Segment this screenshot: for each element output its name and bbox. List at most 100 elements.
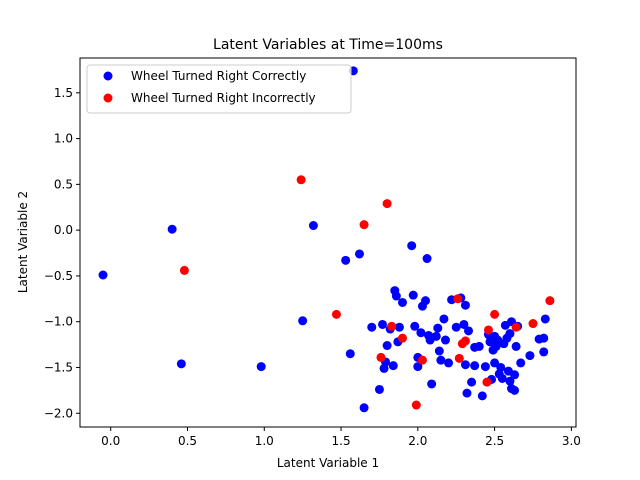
legend-label-incorrect: Wheel Turned Right Incorrectly: [131, 91, 316, 105]
chart-title: Latent Variables at Time=100ms: [213, 37, 443, 53]
point-correct-31: [421, 296, 431, 306]
point-correct-2: [176, 359, 186, 369]
point-incorrect-2: [331, 309, 341, 319]
point-correct-73: [505, 376, 515, 386]
legend: Wheel Turned Right Correctly Wheel Turne…: [86, 64, 352, 114]
point-correct-36: [431, 331, 441, 341]
point-correct-41: [440, 335, 450, 345]
point-correct-37: [433, 323, 443, 333]
plot-frame: [79, 57, 577, 428]
point-correct-46: [459, 319, 469, 329]
y-tick-label-6: −1.5: [44, 360, 73, 374]
point-correct-39: [436, 355, 446, 365]
points-layer: [98, 66, 555, 413]
point-incorrect-18: [528, 319, 538, 329]
point-correct-85: [540, 314, 550, 324]
point-correct-3: [256, 362, 266, 372]
point-correct-42: [444, 358, 454, 368]
point-correct-28: [413, 362, 423, 372]
x-tick-label-3: 1.5: [332, 434, 351, 448]
point-correct-10: [359, 403, 369, 413]
point-correct-11: [367, 322, 377, 332]
point-correct-29: [416, 328, 426, 338]
point-correct-53: [470, 361, 480, 371]
y-tick-label-7: −2.0: [44, 406, 73, 420]
point-correct-16: [382, 341, 392, 351]
y-tick-label-5: −1.0: [44, 315, 73, 329]
x-tick-label-6: 3.0: [562, 434, 581, 448]
point-incorrect-3: [359, 220, 369, 230]
y-axis-ticks: 1.5 1.0 0.5 0.0 −0.5 −1.0 −1.5 −2.0: [44, 86, 80, 420]
point-correct-23: [397, 297, 407, 307]
point-correct-54: [474, 341, 484, 351]
point-incorrect-13: [460, 336, 470, 346]
point-correct-25: [408, 290, 418, 300]
legend-label-correct: Wheel Turned Right Correctly: [131, 69, 306, 83]
point-correct-77: [510, 370, 520, 380]
point-correct-78: [511, 341, 521, 351]
point-correct-7: [345, 349, 355, 359]
y-tick-label-0: 1.5: [54, 86, 73, 100]
point-correct-5: [308, 221, 318, 231]
point-correct-18: [388, 361, 398, 371]
point-incorrect-4: [376, 352, 386, 362]
point-correct-66: [496, 362, 506, 372]
point-incorrect-10: [453, 294, 463, 304]
point-correct-48: [460, 360, 470, 370]
point-correct-51: [467, 377, 477, 387]
x-tick-label-1: 0.5: [178, 434, 197, 448]
x-axis-ticks: 0.0 0.5 1.0 1.5 2.0 2.5 3.0: [101, 427, 581, 448]
x-tick-label-5: 2.5: [485, 434, 504, 448]
point-correct-32: [422, 254, 432, 264]
x-tick-label-0: 0.0: [101, 434, 120, 448]
legend-box: [86, 64, 352, 114]
point-correct-4: [298, 316, 308, 326]
point-correct-62: [490, 358, 500, 368]
point-correct-6: [341, 255, 351, 265]
point-correct-72: [505, 329, 515, 339]
point-correct-67: [497, 373, 507, 383]
legend-marker-incorrect: [103, 93, 113, 103]
point-incorrect-9: [417, 355, 427, 365]
point-correct-81: [525, 351, 535, 361]
point-incorrect-14: [482, 377, 492, 387]
point-correct-83: [539, 347, 549, 357]
point-correct-35: [427, 379, 437, 389]
point-correct-20: [391, 291, 401, 301]
point-incorrect-0: [179, 265, 189, 275]
point-correct-49: [462, 388, 472, 398]
point-correct-47: [460, 300, 470, 310]
point-correct-26: [410, 321, 420, 331]
point-correct-24: [407, 241, 417, 251]
point-incorrect-19: [545, 296, 555, 306]
x-axis-title: Latent Variable 1: [277, 456, 379, 470]
y-tick-label-4: −0.5: [44, 269, 73, 283]
point-correct-12: [374, 384, 384, 394]
point-correct-55: [477, 391, 487, 401]
point-correct-56: [480, 362, 490, 372]
y-axis-title: Latent Variable 2: [16, 191, 30, 293]
point-incorrect-11: [454, 353, 464, 363]
point-correct-44: [451, 322, 461, 332]
point-incorrect-1: [296, 175, 306, 185]
point-incorrect-15: [483, 325, 493, 335]
point-incorrect-8: [411, 400, 421, 410]
y-tick-label-2: 0.5: [54, 177, 73, 191]
point-incorrect-5: [382, 199, 392, 209]
point-incorrect-17: [511, 322, 521, 332]
y-tick-label-1: 1.0: [54, 132, 73, 146]
point-correct-76: [510, 385, 520, 395]
point-correct-0: [98, 270, 108, 280]
legend-marker-correct: [103, 71, 113, 81]
point-correct-1: [167, 224, 177, 234]
point-correct-38: [434, 346, 444, 356]
point-incorrect-6: [387, 321, 397, 331]
point-incorrect-16: [490, 309, 500, 319]
point-correct-80: [516, 358, 526, 368]
point-correct-40: [439, 314, 449, 324]
point-correct-13: [378, 319, 388, 329]
y-tick-label-3: 0.0: [54, 223, 73, 237]
point-correct-9: [354, 249, 364, 259]
x-tick-label-2: 1.0: [255, 434, 274, 448]
